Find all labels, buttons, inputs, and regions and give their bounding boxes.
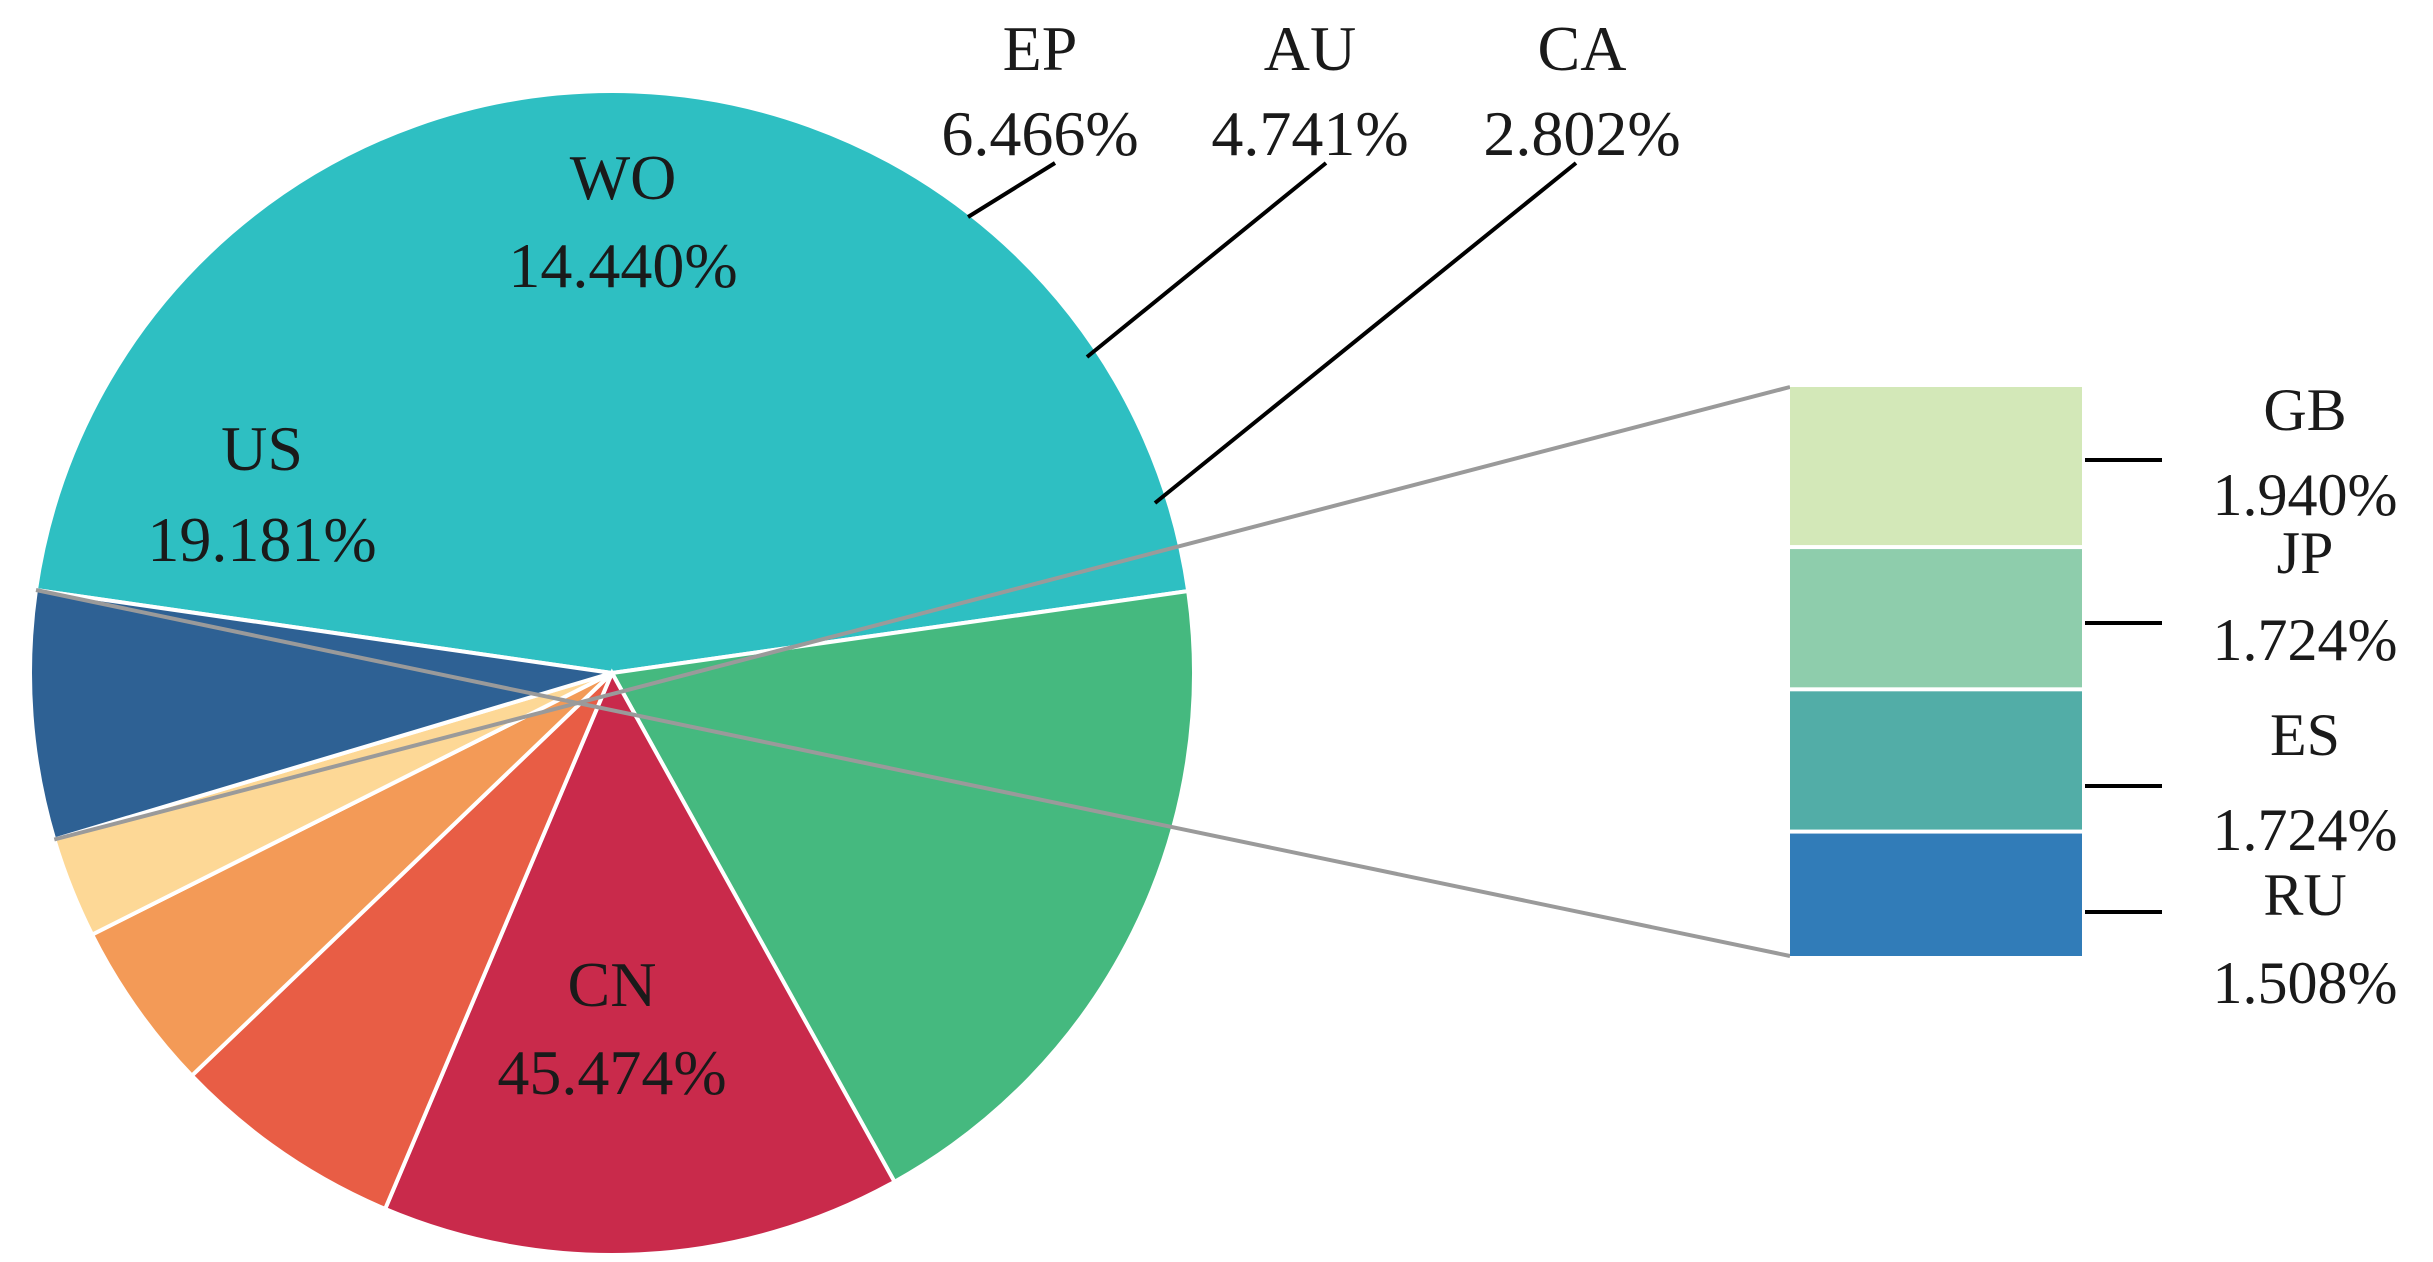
breakdown-segment-ru bbox=[1790, 833, 2082, 956]
slice-label-ca: CA bbox=[1538, 13, 1627, 84]
breakdown-label-ru: RU bbox=[2263, 862, 2346, 928]
slice-value-au: 4.741% bbox=[1211, 98, 1408, 169]
breakdown-segment-gb bbox=[1790, 387, 2082, 546]
slice-wo bbox=[382, 668, 898, 1257]
breakdown-value-jp: 1.724% bbox=[2213, 607, 2398, 673]
slice-au bbox=[89, 671, 614, 1079]
breakdown-label-jp: JP bbox=[2277, 520, 2334, 586]
breakdown-label-es: ES bbox=[2270, 702, 2340, 768]
connector-bottom bbox=[35, 588, 1791, 958]
leader-line-ca bbox=[1153, 161, 1578, 505]
breakdown-segment-jp bbox=[1790, 549, 2082, 688]
slice-ep bbox=[188, 671, 614, 1212]
slice-label-au: AU bbox=[1264, 13, 1356, 84]
slice-label-us: US bbox=[221, 413, 303, 484]
slice-cn bbox=[33, 89, 1191, 676]
slice-label-ep: EP bbox=[1003, 13, 1078, 84]
slice-value-us: 19.181% bbox=[147, 504, 376, 575]
breakdown-value-ru: 1.508% bbox=[2213, 950, 2398, 1016]
slice-value-ca: 2.802% bbox=[1483, 98, 1680, 169]
leader-line-ep bbox=[966, 161, 1057, 219]
breakdown-stack bbox=[1790, 387, 2082, 956]
breakdown-segment-es bbox=[1790, 691, 2082, 830]
breakdown-connectors bbox=[35, 385, 1791, 958]
leader-line-au bbox=[1085, 161, 1328, 359]
breakdown-value-es: 1.724% bbox=[2213, 797, 2398, 863]
slice-label-cn: CN bbox=[568, 949, 657, 1020]
slice-other bbox=[28, 587, 613, 843]
slice-labels: CN 45.474% US 19.181% WO 14.440% EP 6.466% AU 4.7… bbox=[147, 13, 2397, 1108]
breakdown-value-gb: 1.940% bbox=[2213, 462, 2398, 528]
slice-value-cn: 45.474% bbox=[497, 1037, 726, 1108]
slice-value-ep: 6.466% bbox=[941, 98, 1138, 169]
connector-top bbox=[53, 385, 1791, 842]
slice-label-wo: WO bbox=[570, 142, 677, 213]
breakdown-label-gb: GB bbox=[2263, 377, 2346, 443]
slice-value-wo: 14.440% bbox=[508, 230, 737, 301]
